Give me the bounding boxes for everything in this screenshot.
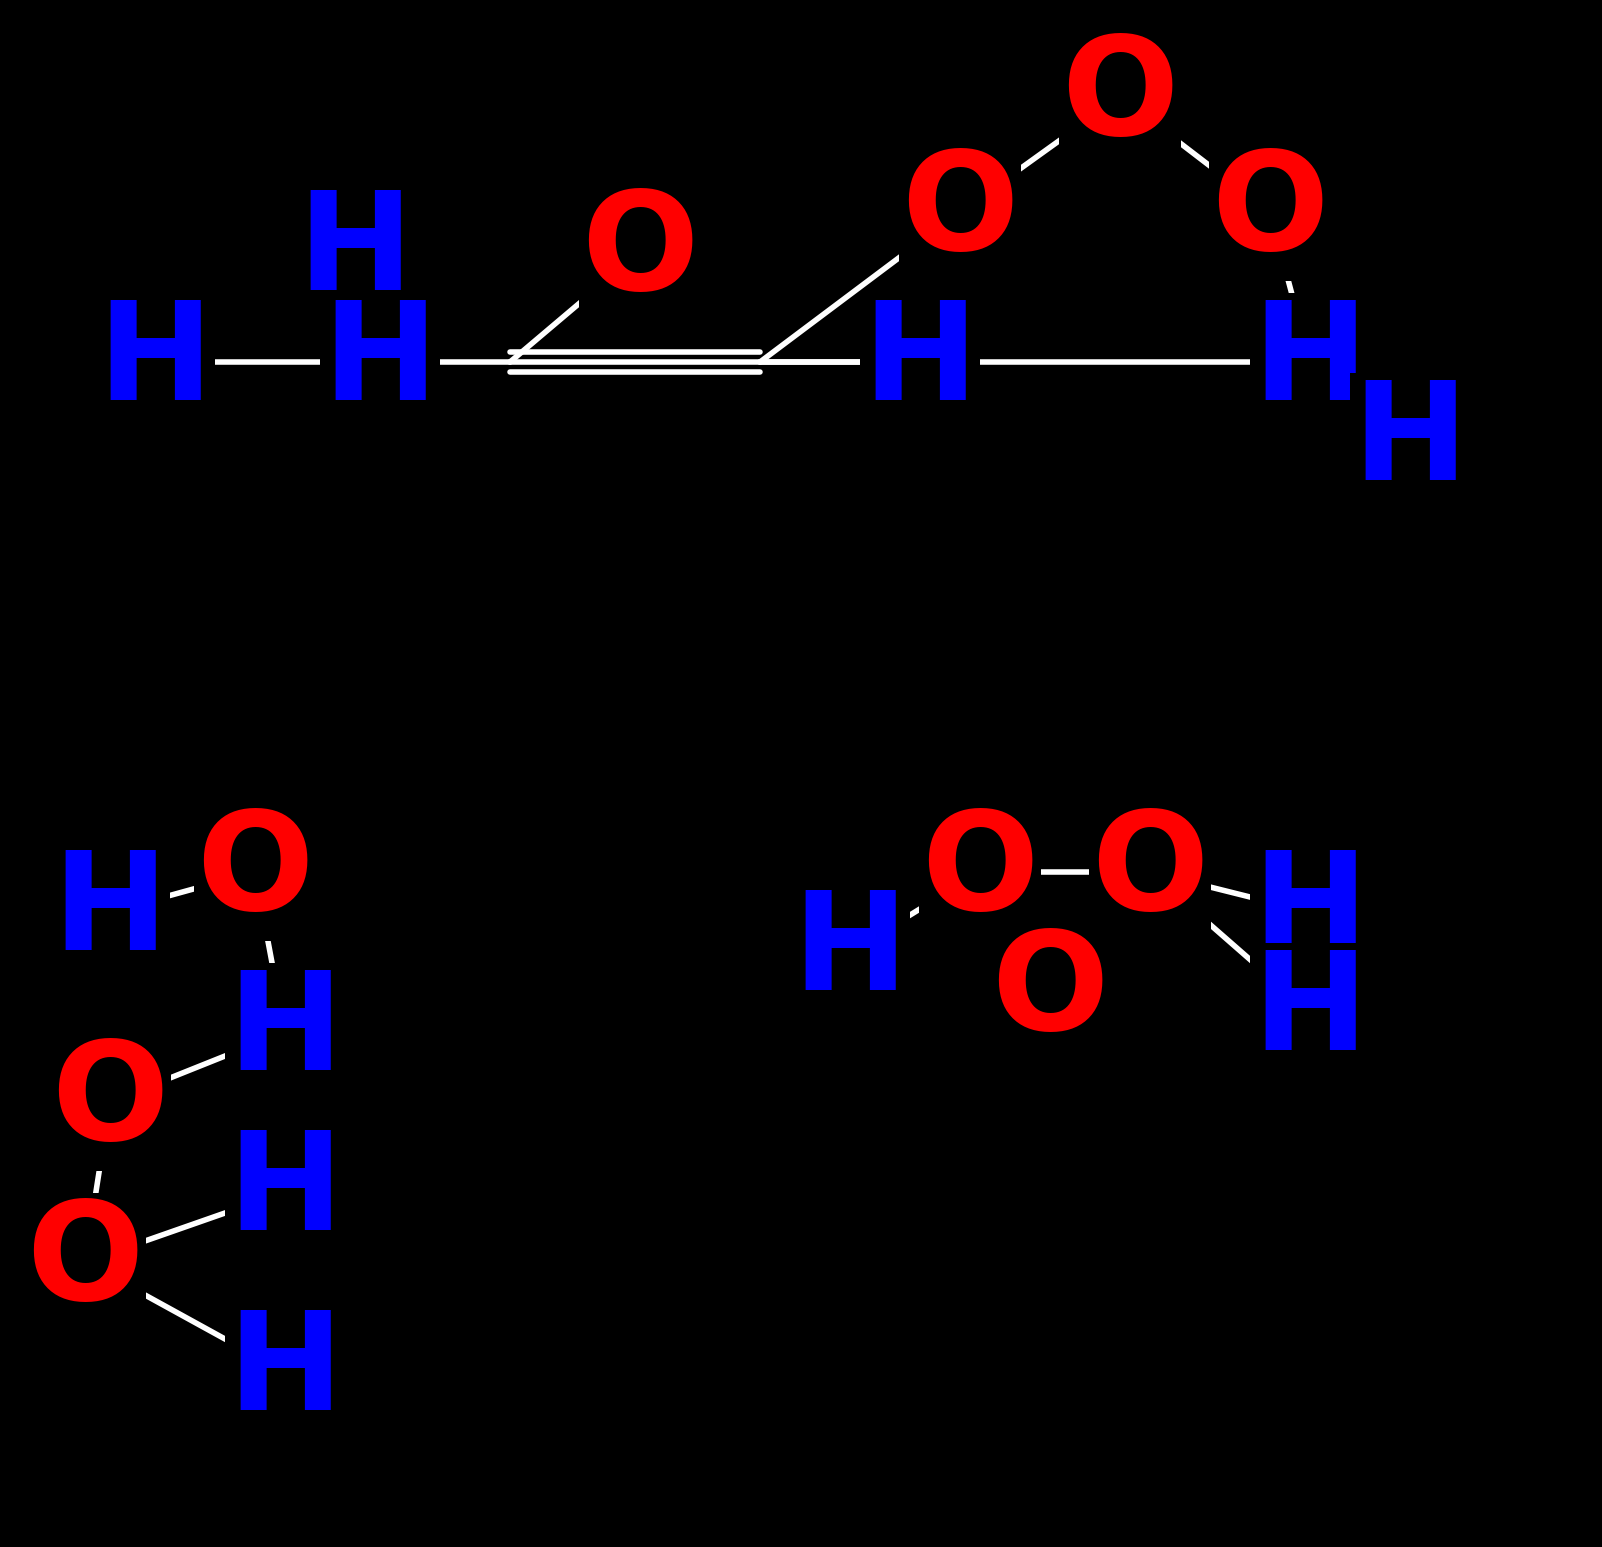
Text: O: O <box>1061 31 1179 164</box>
Text: H: H <box>862 295 977 429</box>
Text: O: O <box>51 1035 168 1168</box>
Text: H: H <box>793 885 908 1018</box>
Text: O: O <box>1091 806 1208 939</box>
Text: H: H <box>53 846 168 979</box>
Text: O: O <box>582 186 698 319</box>
Text: H: H <box>1352 376 1467 509</box>
Text: H: H <box>227 1126 343 1259</box>
Text: H: H <box>98 295 213 429</box>
Text: H: H <box>1253 846 1368 979</box>
Text: O: O <box>26 1196 144 1329</box>
Text: H: H <box>1253 295 1368 429</box>
Text: O: O <box>1211 145 1328 278</box>
Text: H: H <box>227 1306 343 1439</box>
Text: O: O <box>921 806 1038 939</box>
Text: O: O <box>197 806 314 939</box>
Text: H: H <box>227 965 343 1098</box>
Text: O: O <box>992 925 1109 1058</box>
Text: O: O <box>902 145 1019 278</box>
Text: H: H <box>298 186 413 319</box>
Text: H: H <box>1253 945 1368 1078</box>
Text: H: H <box>322 295 437 429</box>
